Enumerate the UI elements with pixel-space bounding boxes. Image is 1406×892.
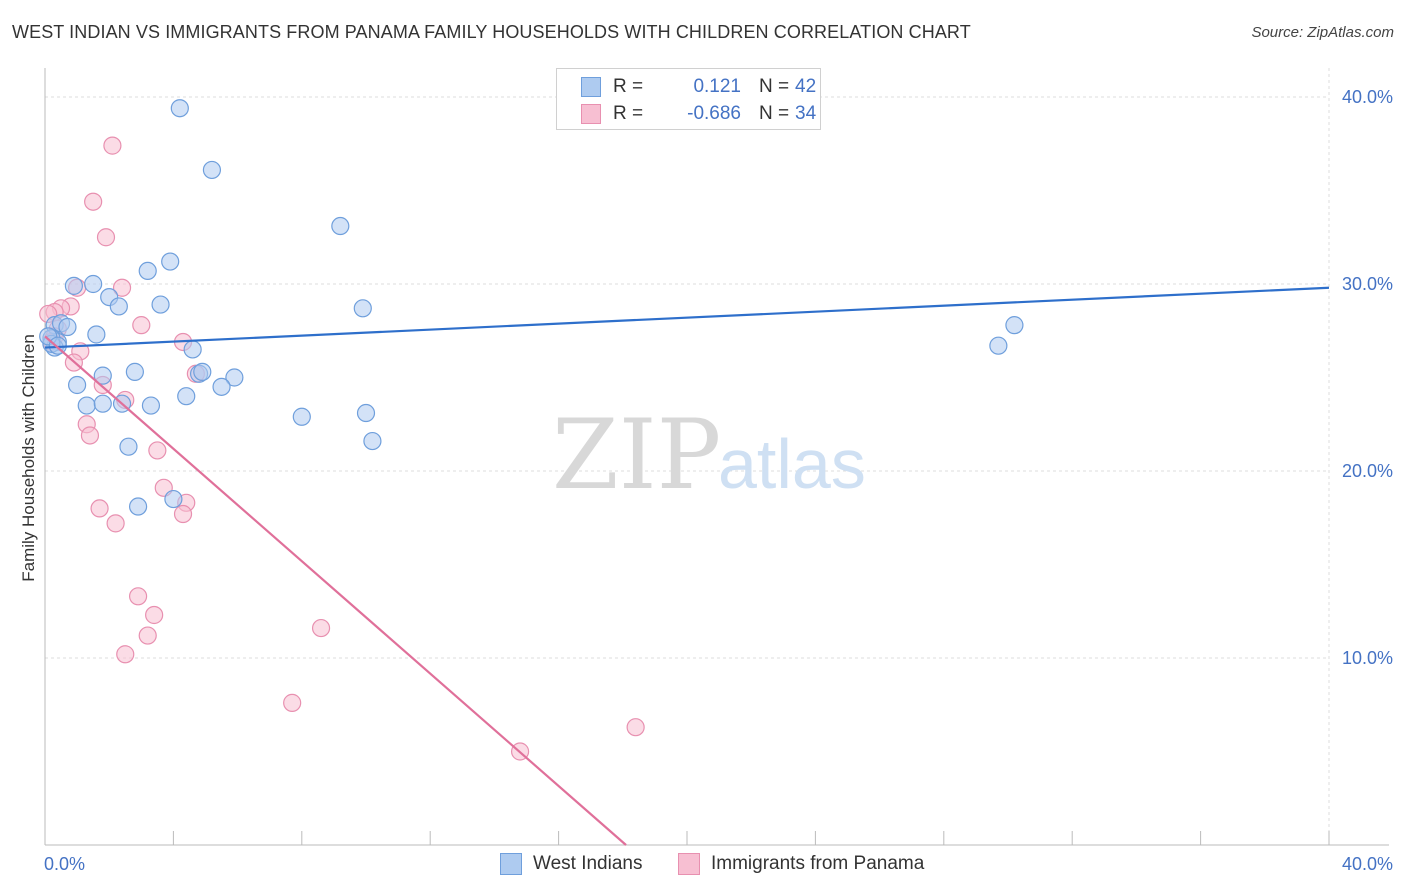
data-point xyxy=(353,299,372,318)
data-point xyxy=(138,626,157,645)
data-point xyxy=(626,718,645,737)
data-point xyxy=(112,278,132,297)
data-point xyxy=(90,499,109,518)
data-point xyxy=(170,99,189,118)
watermark-zip: ZIP xyxy=(552,399,721,511)
legend-swatch-blue xyxy=(581,77,601,97)
data-point xyxy=(145,605,164,625)
legend-swatch-pink xyxy=(581,104,601,124)
data-point xyxy=(106,514,125,533)
data-point xyxy=(138,261,157,281)
x-tick-label: 0.0% xyxy=(44,854,85,874)
data-point xyxy=(141,396,161,415)
data-point xyxy=(292,407,311,426)
data-point xyxy=(311,618,331,638)
correlation-legend: R = 0.121 N = 42 R = -0.686 N = 34 xyxy=(556,68,821,130)
data-point xyxy=(989,336,1008,355)
tick-labels: 10.0% 20.0% 30.0% 40.0% 0.0% 40.0% xyxy=(44,87,1393,874)
legend-n-value: 42 xyxy=(795,76,817,97)
data-point xyxy=(363,431,382,451)
data-point xyxy=(128,497,148,516)
legend-r-value: 0.121 xyxy=(693,76,741,97)
data-point xyxy=(128,587,148,606)
data-point xyxy=(67,375,87,395)
data-point xyxy=(212,377,231,396)
data-point xyxy=(119,437,138,456)
data-point xyxy=(103,136,122,155)
data-point xyxy=(356,403,376,423)
watermark-atlas: atlas xyxy=(718,425,866,503)
data-point xyxy=(173,504,193,524)
data-point xyxy=(148,441,167,460)
data-point xyxy=(125,362,144,381)
data-point xyxy=(164,489,183,509)
legend-r-label: R = xyxy=(613,103,644,124)
data-point xyxy=(87,325,106,344)
chart-title: WEST INDIAN VS IMMIGRANTS FROM PANAMA FA… xyxy=(12,22,971,42)
data-point xyxy=(80,426,100,445)
y-tick-label: 20.0% xyxy=(1342,461,1393,481)
trend-line-blue xyxy=(44,286,1330,349)
y-axis-label: Family Households with Children xyxy=(19,334,38,582)
watermark: ZIP atlas xyxy=(552,399,866,511)
data-point xyxy=(225,368,244,387)
data-point xyxy=(193,362,212,381)
trend-lines xyxy=(44,286,1330,846)
data-point xyxy=(93,366,112,385)
data-point xyxy=(84,192,103,211)
data-point xyxy=(183,340,202,359)
x-tick-label: 40.0% xyxy=(1342,854,1393,874)
y-tick-label: 30.0% xyxy=(1342,274,1393,294)
data-point xyxy=(96,228,116,247)
data-point xyxy=(93,394,112,413)
data-point xyxy=(132,316,151,335)
bottom-legend-swatch-blue xyxy=(500,853,522,875)
bottom-legend-label: Immigrants from Panama xyxy=(711,853,925,874)
bottom-legend-swatch-pink xyxy=(678,853,700,875)
y-tick-label: 40.0% xyxy=(1342,87,1393,107)
series-west-indians xyxy=(39,99,1024,516)
legend-n-label: N = xyxy=(759,103,790,124)
legend-n-value: 34 xyxy=(795,103,817,124)
data-point xyxy=(177,387,196,406)
data-point xyxy=(109,297,128,316)
y-tick-label: 10.0% xyxy=(1342,648,1393,668)
data-point xyxy=(1005,316,1024,335)
data-point xyxy=(283,693,302,712)
axes xyxy=(44,68,1389,846)
data-point xyxy=(77,396,96,415)
legend-n-label: N = xyxy=(759,76,790,97)
data-point xyxy=(331,216,350,236)
data-point xyxy=(151,295,170,314)
data-point xyxy=(161,252,180,271)
data-point xyxy=(64,276,83,295)
chart-source: Source: ZipAtlas.com xyxy=(1251,24,1394,41)
data-point xyxy=(116,645,135,664)
data-point xyxy=(202,160,222,180)
data-point xyxy=(84,274,103,294)
trend-line-pink xyxy=(44,335,627,846)
data-point xyxy=(58,317,77,337)
legend-r-label: R = xyxy=(613,76,644,97)
bottom-legend-label: West Indians xyxy=(533,853,643,874)
legend-r-value: -0.686 xyxy=(687,103,741,124)
